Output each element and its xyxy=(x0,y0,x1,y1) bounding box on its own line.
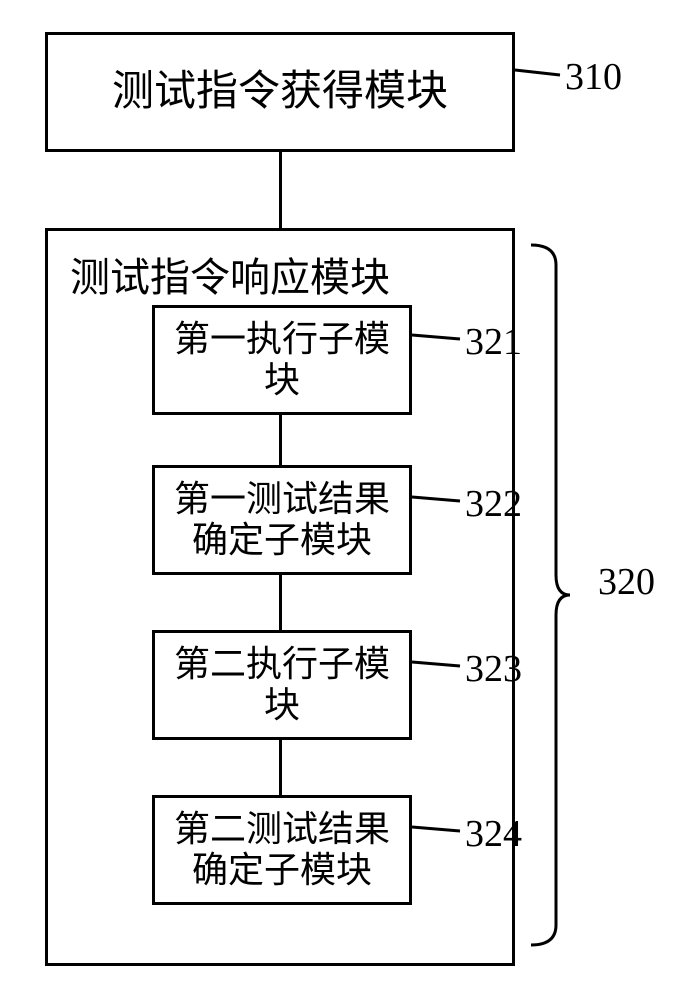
submodule-label: 第二测试结果确定子模块 xyxy=(163,809,401,892)
module-label: 测试指令获得模块 xyxy=(112,68,448,116)
ref-label: 322 xyxy=(465,482,522,526)
submodule-box: 第一测试结果确定子模块 xyxy=(152,465,412,575)
submodule-box: 第一执行子模块 xyxy=(152,305,412,415)
submodule-label: 第二执行子模块 xyxy=(163,644,401,727)
connector-line xyxy=(279,575,282,630)
submodule-label: 第一执行子模块 xyxy=(163,319,401,402)
connector-line xyxy=(279,740,282,795)
module-box-310: 测试指令获得模块 xyxy=(45,32,515,152)
submodule-box: 第二执行子模块 xyxy=(152,630,412,740)
ref-label: 323 xyxy=(465,647,522,691)
ref-label: 324 xyxy=(465,812,522,856)
ref-label: 310 xyxy=(565,55,622,99)
module-title-320: 测试指令响应模块 xyxy=(70,245,390,303)
connector-line xyxy=(279,152,282,228)
ref-label: 321 xyxy=(465,320,522,364)
ref-label: 320 xyxy=(598,560,655,604)
connector-line xyxy=(279,415,282,465)
diagram-canvas: 测试指令获得模块 测试指令响应模块 第一执行子模块第一测试结果确定子模块第二执行… xyxy=(0,0,688,1000)
submodule-label: 第一测试结果确定子模块 xyxy=(163,479,401,562)
submodule-box: 第二测试结果确定子模块 xyxy=(152,795,412,905)
